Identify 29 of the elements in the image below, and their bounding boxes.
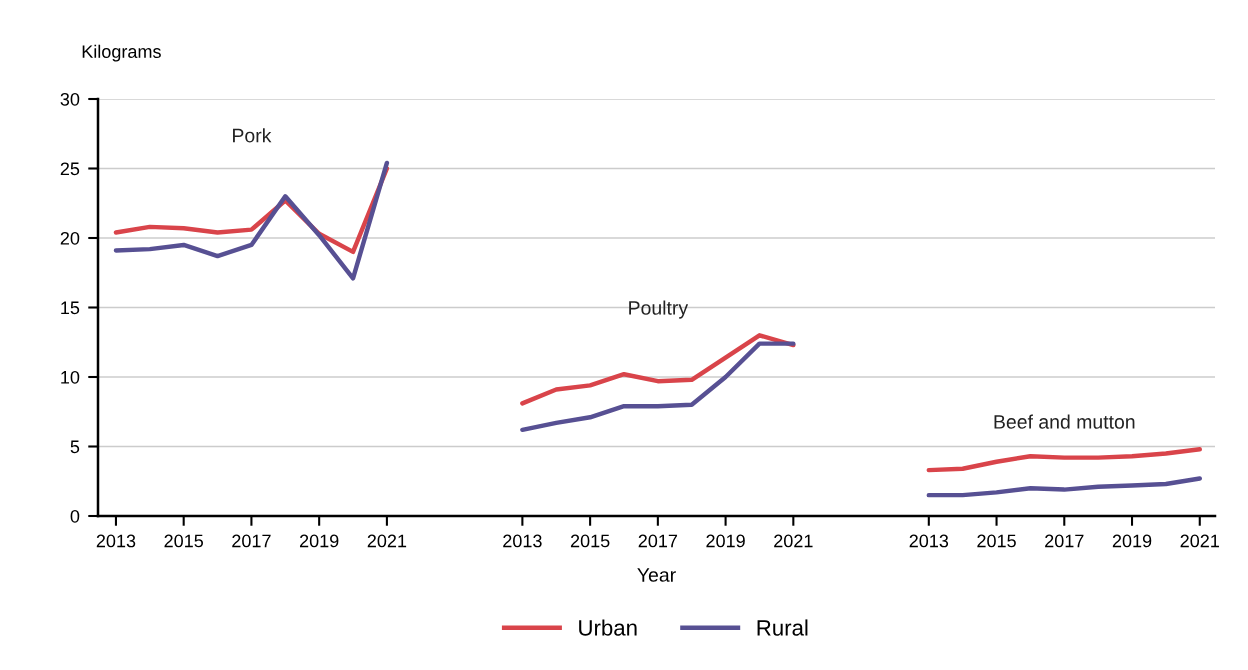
x-tick-label: 2015 [977, 534, 1016, 548]
y-tick-label: 5 [70, 440, 80, 454]
legend-label: Urban [579, 619, 637, 636]
x-tick-label: 2015 [164, 534, 204, 548]
x-tick-label: 2021 [774, 534, 813, 548]
x-tick-label: 2013 [503, 534, 542, 548]
x-tick-label: 2017 [638, 534, 678, 548]
y-tick-label: 30 [60, 92, 80, 106]
x-tick-label: 2015 [570, 534, 610, 548]
y-tick-label: 25 [60, 162, 80, 176]
x-tick-label: 2019 [299, 534, 339, 548]
x-tick-label: 2013 [909, 534, 949, 548]
x-tick-label: 2021 [367, 534, 407, 548]
x-tick-label: 2013 [96, 534, 136, 548]
y-tick-label: 10 [61, 370, 80, 384]
x-tick-label: 2019 [1112, 534, 1152, 548]
annotation: Beef and mutton [994, 414, 1135, 429]
x-tick-label: 2021 [1180, 534, 1219, 548]
annotation: Poultry [629, 300, 689, 319]
x-tick-label: 2017 [232, 534, 271, 548]
x-tick-label: 2017 [1045, 534, 1084, 548]
y-tick-label: 0 [70, 509, 80, 523]
annotation: Pork [233, 128, 272, 143]
legend-label: Rural [757, 619, 808, 636]
y-tick-label: 15 [61, 301, 80, 315]
y-axis-title: Kilograms [82, 44, 161, 62]
x-axis-title: Year [637, 568, 676, 582]
y-tick-label: 20 [60, 231, 80, 245]
x-tick-label: 2019 [706, 534, 745, 548]
